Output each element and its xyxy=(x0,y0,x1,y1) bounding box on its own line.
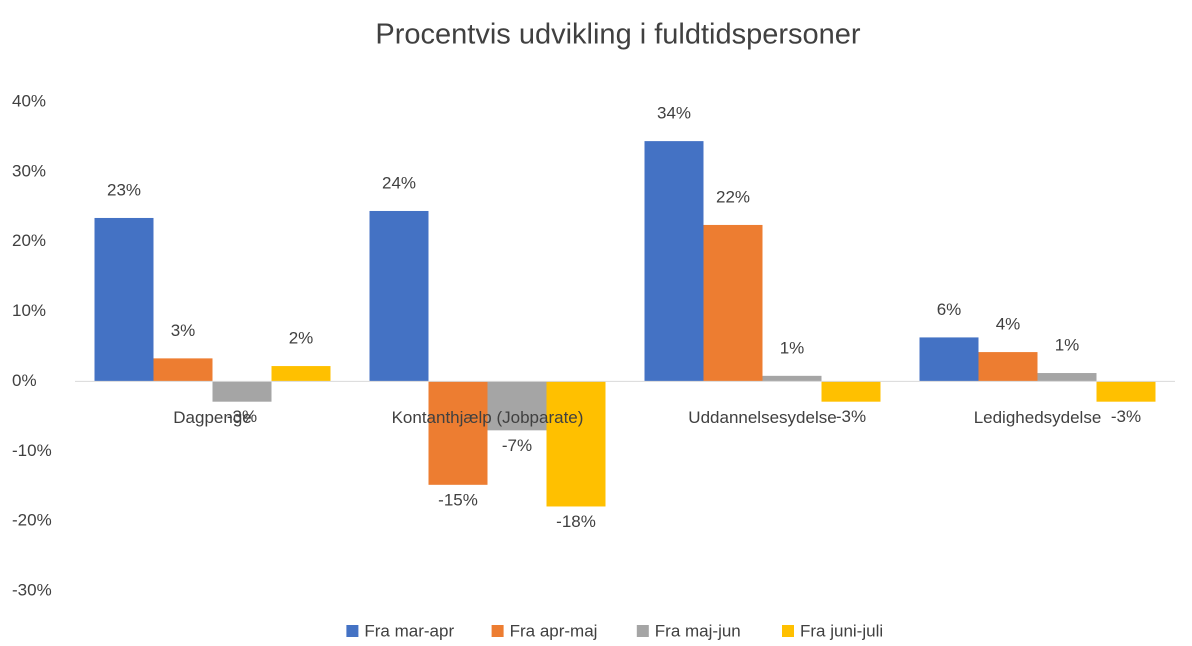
data-label: -3% xyxy=(227,407,257,426)
y-tick-label: 20% xyxy=(12,231,46,250)
legend-label: Fra mar-apr xyxy=(364,621,454,640)
bar xyxy=(546,381,606,507)
y-tick-label: -20% xyxy=(12,511,52,530)
data-label: 2% xyxy=(289,329,314,348)
x-tick-label: Kontanthjælp (Jobparate) xyxy=(392,408,584,427)
bar xyxy=(1037,373,1097,382)
legend-swatch xyxy=(636,625,649,637)
legend-label: Fra apr-maj xyxy=(510,621,598,640)
bar xyxy=(1096,381,1156,402)
y-tick-label: -10% xyxy=(12,441,52,460)
legend-label: Fra juni-juli xyxy=(800,621,883,640)
data-label: 1% xyxy=(1055,336,1080,355)
y-tick-label: 10% xyxy=(12,301,46,320)
data-label: 22% xyxy=(716,187,750,206)
bar xyxy=(94,217,154,382)
data-label: -3% xyxy=(836,407,866,426)
data-label: -18% xyxy=(556,512,596,531)
data-label: 4% xyxy=(996,315,1021,334)
bar xyxy=(821,381,881,402)
bar xyxy=(212,381,272,402)
data-label: 34% xyxy=(657,104,691,123)
bar xyxy=(762,375,822,382)
bar xyxy=(703,224,763,382)
data-label: 24% xyxy=(382,173,416,192)
x-tick-label: Uddannelsesydelse xyxy=(688,408,836,427)
data-label: 23% xyxy=(107,180,141,199)
data-label: -15% xyxy=(438,490,478,509)
data-label: 6% xyxy=(937,300,962,319)
bar xyxy=(428,381,488,485)
y-tick-label: 40% xyxy=(12,91,46,110)
bar xyxy=(153,358,213,382)
data-label: -3% xyxy=(1111,407,1141,426)
legend-label: Fra maj-jun xyxy=(655,621,741,640)
bar xyxy=(369,210,429,382)
bar xyxy=(487,381,547,431)
legend-swatch xyxy=(346,625,359,637)
legend-swatch xyxy=(782,625,794,637)
bar xyxy=(919,337,979,382)
data-label: 1% xyxy=(780,338,805,357)
x-tick-label: Ledighedsydelse xyxy=(974,408,1102,427)
y-tick-label: 30% xyxy=(12,161,46,180)
chart-title: Procentvis udvikling i fuldtidspersoner xyxy=(375,19,861,51)
bar xyxy=(644,141,704,382)
bar xyxy=(271,366,331,382)
x-tick-label: Dagpenge xyxy=(173,408,251,427)
data-label: -7% xyxy=(502,436,532,455)
bar xyxy=(978,352,1038,382)
data-label: 3% xyxy=(171,321,196,340)
y-tick-label: 0% xyxy=(12,371,37,390)
y-tick-label: -30% xyxy=(12,580,52,599)
legend-swatch xyxy=(491,625,504,637)
